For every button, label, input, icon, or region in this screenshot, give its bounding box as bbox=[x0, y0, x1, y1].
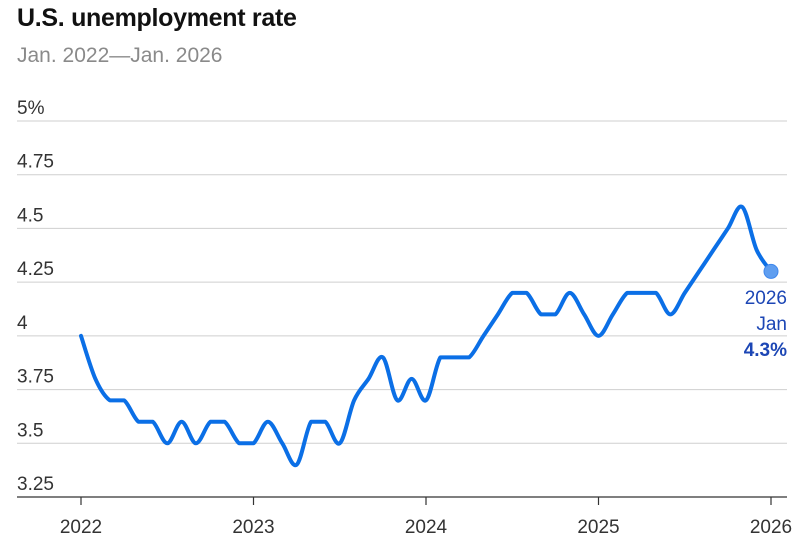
chart-title: U.S. unemployment rate bbox=[17, 4, 297, 32]
y-tick-label: 3.5 bbox=[17, 420, 43, 441]
x-tick-label: 2025 bbox=[577, 517, 619, 538]
y-tick-label: 5% bbox=[17, 98, 45, 119]
y-tick-label: 3.25 bbox=[17, 474, 54, 495]
y-tick-label: 4 bbox=[17, 313, 28, 334]
y-tick-label: 4.25 bbox=[17, 259, 54, 280]
y-tick-label: 4.75 bbox=[17, 152, 54, 173]
annotation-year: 2026 bbox=[745, 288, 787, 309]
chart-subtitle: Jan. 2022—Jan. 2026 bbox=[17, 44, 223, 67]
x-tick-label: 2022 bbox=[60, 517, 102, 538]
annotation-month: Jan bbox=[756, 314, 787, 335]
annotation-value: 4.3% bbox=[744, 340, 787, 361]
last-point-marker bbox=[763, 263, 779, 279]
x-tick-label: 2026 bbox=[750, 517, 792, 538]
x-tick-label: 2024 bbox=[405, 517, 448, 538]
x-tick-label: 2023 bbox=[232, 517, 274, 538]
y-tick-label: 4.5 bbox=[17, 205, 43, 226]
series-line bbox=[79, 204, 773, 468]
y-tick-label: 3.75 bbox=[17, 367, 54, 388]
